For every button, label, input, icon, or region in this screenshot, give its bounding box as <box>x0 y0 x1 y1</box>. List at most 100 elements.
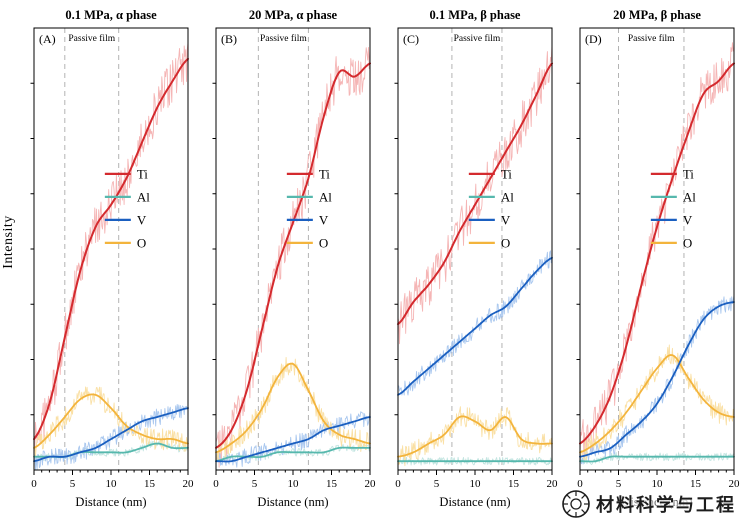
panel-title: 0.1 MPa, α phase <box>65 8 157 22</box>
series-O-line <box>215 362 371 454</box>
series-V-raw-trace <box>397 250 553 396</box>
series-V-line <box>215 416 371 463</box>
series-Al-line <box>215 446 371 463</box>
legend-label: Al <box>683 189 696 204</box>
panel-c-chart: 0.1 MPa, β phase 0 5 10 15 20 Distance (nm) (C)… <box>394 8 559 509</box>
x-tick-label: 10 <box>106 478 118 490</box>
series-Ti-raw-trace <box>579 42 735 458</box>
x-tick-label: 20 <box>547 478 559 490</box>
legend-entry-O: O <box>104 235 146 250</box>
x-tick-label: 5 <box>252 478 258 490</box>
series-V-raw-trace <box>215 411 371 468</box>
series-O-line <box>33 393 189 449</box>
series-O-line <box>579 354 735 454</box>
panel-title: 20 MPa, α phase <box>249 8 338 22</box>
x-tick-label: 15 <box>326 478 338 490</box>
passive-film-label: Passive film <box>68 33 115 44</box>
x-tick-label: 10 <box>470 478 482 490</box>
legend-label: Ti <box>137 166 148 181</box>
legend-entry-Ti: Ti <box>104 166 148 181</box>
x-tick-label: 15 <box>508 478 520 490</box>
legend-label: Al <box>501 189 514 204</box>
series-Ti-raw-trace <box>33 42 189 451</box>
x-axis-label: Distance (nm) <box>75 495 146 509</box>
legend-label: Al <box>319 189 332 204</box>
x-tick-label: 10 <box>652 478 664 490</box>
x-tick-label: 10 <box>288 478 300 490</box>
x-tick-label: 20 <box>183 478 195 490</box>
x-tick-label: 15 <box>144 478 156 490</box>
series-Ti-line <box>579 62 735 445</box>
legend-entry-Al: Al <box>286 189 332 204</box>
legend-label: Ti <box>501 166 512 181</box>
passive-film-label: Passive film <box>454 33 501 44</box>
legend-label: V <box>319 212 329 227</box>
watermark-text: 材料科学与工程 <box>596 495 736 515</box>
series-V-line <box>579 301 735 458</box>
panel-b-chart: 20 MPa, α phase 0 5 10 15 20 Distance (nm) (B) P… <box>212 8 377 509</box>
x-axis-label: Distance (nm) <box>439 495 510 509</box>
legend-label: O <box>683 235 692 250</box>
series-O-raw-trace <box>397 406 553 467</box>
legend-label: O <box>137 235 146 250</box>
passive-film-label: Passive film <box>260 33 307 44</box>
x-tick-label: 0 <box>213 478 219 490</box>
panel-letter-label: (D) <box>585 32 602 46</box>
series-O-raw-trace <box>579 344 735 461</box>
panel-title: 0.1 MPa, β phase <box>430 8 521 22</box>
legend-entry-V: V <box>286 212 329 227</box>
panel-d-chart: 20 MPa, β phase 0 5 10 15 20 Distance (nm) (D) P… <box>576 8 741 509</box>
legend-entry-Ti: Ti <box>468 166 512 181</box>
x-tick-label: 5 <box>616 478 622 490</box>
watermark-logo-icon <box>562 490 590 518</box>
x-axis-label: Distance (nm) <box>621 495 692 509</box>
x-tick-label: 0 <box>395 478 401 490</box>
series-O-line <box>397 415 553 458</box>
legend-entry-Ti: Ti <box>286 166 330 181</box>
legend-label: V <box>501 212 511 227</box>
legend-entry-O: O <box>286 235 328 250</box>
series-Al-line <box>579 455 735 463</box>
watermark: 材料科学与工程 <box>561 489 736 519</box>
legend-entry-V: V <box>104 212 147 227</box>
legend-label: O <box>319 235 328 250</box>
legend-label: Ti <box>683 166 694 181</box>
plot-border <box>397 27 553 471</box>
panel-title: 20 MPa, β phase <box>613 8 701 22</box>
series-Ti-raw-trace <box>215 46 371 468</box>
x-tick-label: 15 <box>690 478 702 490</box>
legend-entry-Ti: Ti <box>650 166 694 181</box>
legend-entry-O: O <box>468 235 510 250</box>
legend-entry-Al: Al <box>104 189 150 204</box>
series-Ti-line <box>397 62 553 326</box>
legend-entry-Al: Al <box>650 189 696 204</box>
x-tick-label: 0 <box>577 478 583 490</box>
passive-film-label: Passive film <box>628 33 675 44</box>
legend-entry-O: O <box>650 235 692 250</box>
series-Ti-raw-trace <box>397 45 553 345</box>
legend-entry-Al: Al <box>468 189 514 204</box>
series-O-raw-trace <box>33 386 189 457</box>
legend-label: O <box>501 235 510 250</box>
legend-label: Ti <box>319 166 330 181</box>
panel-letter-label: (B) <box>221 32 237 46</box>
panels-row: 0.1 MPa, α phase 0 5 10 15 20 Distance (nm) (A)… <box>14 2 742 518</box>
series-Ti-line <box>215 62 371 449</box>
series-Ti-line <box>33 57 189 441</box>
panel-letter-label: (C) <box>403 32 419 46</box>
x-tick-label: 20 <box>729 478 741 490</box>
series-V-raw-trace <box>33 403 189 470</box>
x-tick-label: 0 <box>31 478 37 490</box>
legend-entry-V: V <box>650 212 693 227</box>
x-axis-label: Distance (nm) <box>257 495 328 509</box>
x-tick-label: 5 <box>434 478 440 490</box>
legend-label: V <box>683 212 693 227</box>
panel-letter-label: (A) <box>39 32 56 46</box>
legend-label: Al <box>137 189 150 204</box>
legend-label: V <box>137 212 147 227</box>
x-tick-label: 5 <box>70 478 76 490</box>
x-tick-label: 20 <box>365 478 377 490</box>
series-V-line <box>397 256 553 396</box>
series-V-line <box>33 407 189 463</box>
